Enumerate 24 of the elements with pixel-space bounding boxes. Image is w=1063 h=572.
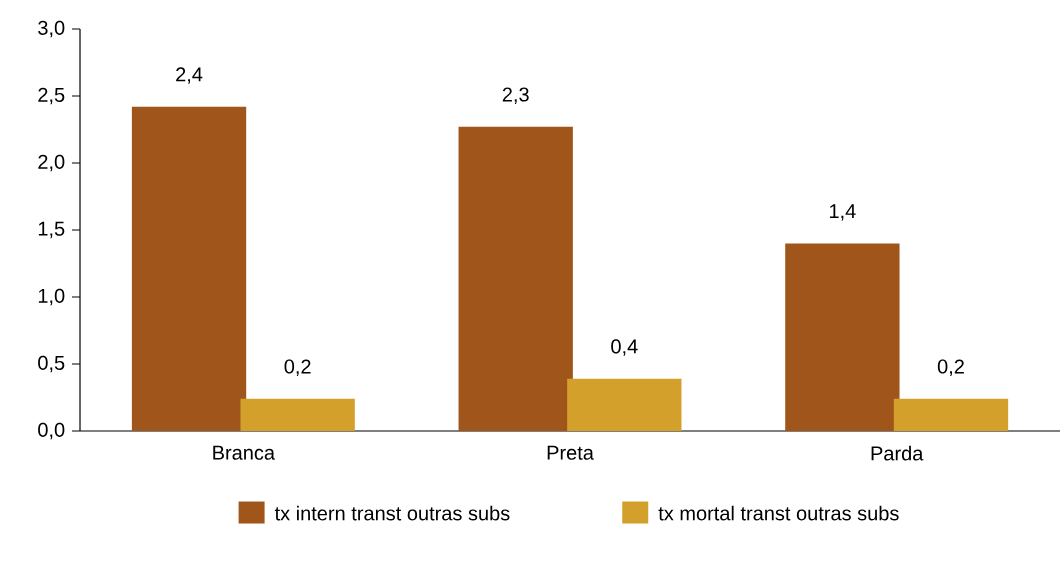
data-label: 0,4 xyxy=(611,339,638,356)
y-tick-label: 3,0 xyxy=(38,20,65,38)
y-tick-label: 0,5 xyxy=(38,355,65,373)
y-tick-label: 0,0 xyxy=(38,422,65,440)
y-tick-label: 1,0 xyxy=(38,288,65,306)
data-label: 2,3 xyxy=(502,87,529,104)
legend-label: tx intern transt outras subs xyxy=(274,505,510,521)
data-label: 0,2 xyxy=(284,359,311,376)
bar xyxy=(458,126,573,431)
y-tick-label: 2,0 xyxy=(38,154,65,172)
data-label: 0,2 xyxy=(937,359,964,376)
bar xyxy=(240,398,355,431)
x-tick-label: Branca xyxy=(213,445,276,460)
bar xyxy=(785,243,900,431)
bar xyxy=(567,378,682,431)
legend-label: tx mortal transt outras subs xyxy=(658,505,899,521)
x-tick-label: Preta xyxy=(547,445,594,460)
x-tick-label: Parda xyxy=(871,445,924,461)
bar xyxy=(893,398,1009,431)
data-label: 1,4 xyxy=(830,204,856,221)
y-tick-label: 2,5 xyxy=(38,87,65,105)
bar xyxy=(131,106,247,431)
data-label: 2,4 xyxy=(176,67,203,84)
y-tick-label: 1,5 xyxy=(38,221,65,239)
